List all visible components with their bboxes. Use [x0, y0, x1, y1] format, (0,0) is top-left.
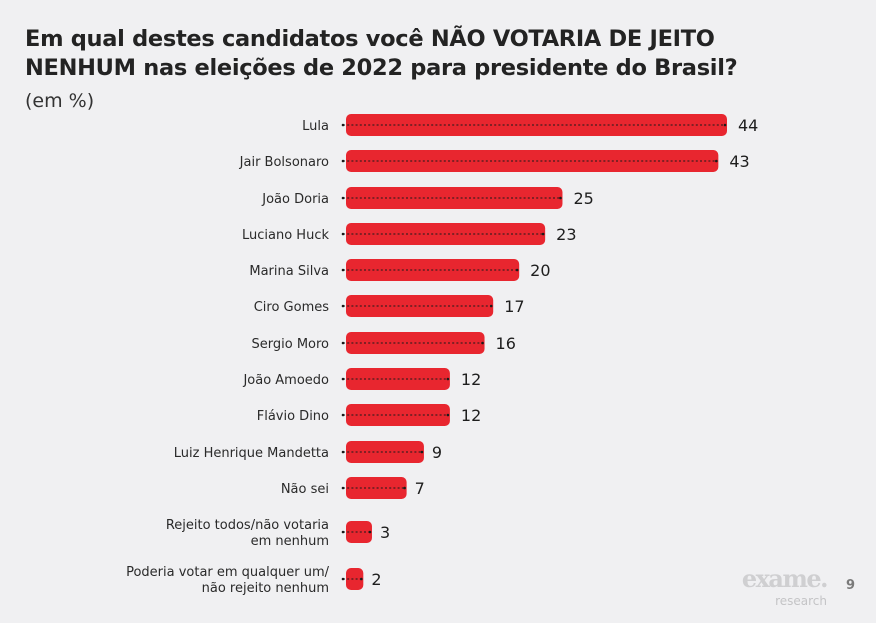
bar [346, 441, 424, 463]
exame-logo-subtitle: research [775, 594, 827, 608]
exame-logo: exame. [741, 564, 829, 593]
bar-row: João Amoedo 12 [242, 368, 481, 390]
value-label: 16 [496, 334, 516, 353]
bar-start-dot [341, 232, 345, 236]
value-label: 2 [371, 570, 381, 589]
value-label: 3 [380, 523, 390, 542]
category-label: João Amoedo [242, 373, 329, 388]
category-label: João Doria [261, 192, 329, 207]
value-label: 9 [432, 443, 442, 462]
chart-title-line-2: NENHUM nas eleições de 2022 para preside… [25, 55, 738, 81]
bar-row: Sergio Moro 16 [252, 332, 516, 354]
value-label: 17 [504, 297, 524, 316]
category-label: Luciano Huck [242, 228, 329, 243]
category-label: em nenhum [251, 534, 329, 549]
category-label: Rejeito todos/não votaria [166, 518, 329, 533]
bar [346, 568, 364, 590]
bar-start-dot [341, 530, 345, 534]
bar-start-dot [341, 377, 345, 381]
bar-end-dot [715, 159, 718, 163]
value-label: 7 [415, 479, 425, 498]
bar-row: João Doria 25 [261, 187, 594, 209]
bar-start-dot [341, 450, 345, 454]
bar-end-dot [420, 450, 424, 454]
bar [346, 521, 372, 543]
bar-row: Não sei 7 [281, 477, 425, 499]
chart-title: Em qual destes candidatos você NÃO VOTAR… [25, 25, 825, 83]
bar-end-dot [481, 341, 484, 345]
category-label: Jair Bolsonaro [239, 155, 329, 170]
category-label: não rejeito nenhum [202, 581, 329, 596]
value-label: 25 [573, 189, 593, 208]
bar-row: Poderia votar em qualquer um/não rejeito… [126, 565, 381, 596]
bar-end-dot [403, 486, 406, 490]
category-label: Não sei [281, 482, 329, 497]
value-label: 12 [461, 370, 481, 389]
chart-subtitle: (em %) [25, 90, 95, 112]
category-label: Marina Silva [249, 264, 329, 279]
bar-row: Ciro Gomes 17 [254, 295, 525, 317]
bar-start-dot [341, 341, 345, 345]
category-label: Lula [302, 119, 329, 134]
bar-start-dot [341, 123, 345, 127]
category-label: Luiz Henrique Mandetta [174, 446, 329, 461]
bar-end-dot [360, 577, 363, 581]
bar-start-dot [341, 486, 345, 490]
value-label: 43 [729, 152, 749, 171]
bar-end-dot [541, 232, 545, 236]
bar-row: Marina Silva 20 [249, 259, 551, 281]
bar-end-dot [723, 123, 727, 127]
bar-end-dot [446, 413, 450, 417]
bar-row: Jair Bolsonaro 43 [239, 150, 750, 172]
bar [346, 477, 407, 499]
value-label: 44 [738, 116, 758, 135]
bar-start-dot [341, 268, 345, 272]
bar-row: Lula 44 [302, 114, 758, 136]
bar-end-dot [489, 304, 493, 308]
category-label: Sergio Moro [252, 337, 330, 352]
category-label: Poderia votar em qualquer um/ [126, 565, 330, 580]
bar-start-dot [341, 196, 345, 200]
category-label: Flávio Dino [257, 409, 329, 424]
value-label: 20 [530, 261, 550, 280]
bar-end-dot [368, 530, 372, 534]
bar [346, 187, 563, 209]
bar-start-dot [341, 413, 345, 417]
bar-row: Flávio Dino 12 [257, 404, 481, 426]
value-label: 12 [461, 406, 481, 425]
chart-title-line-1: Em qual destes candidatos você NÃO VOTAR… [25, 26, 715, 52]
bar-end-dot [559, 196, 562, 200]
bar-row: Luciano Huck 23 [242, 223, 577, 245]
bar-start-dot [341, 159, 345, 163]
bar-end-dot [446, 377, 450, 381]
bar-start-dot [341, 577, 345, 581]
value-label: 23 [556, 225, 576, 244]
category-label: Ciro Gomes [254, 300, 330, 315]
bar-start-dot [341, 304, 345, 308]
bar-row: Luiz Henrique Mandetta 9 [174, 441, 442, 463]
page-number: 9 [846, 578, 856, 593]
bar-end-dot [515, 268, 519, 272]
